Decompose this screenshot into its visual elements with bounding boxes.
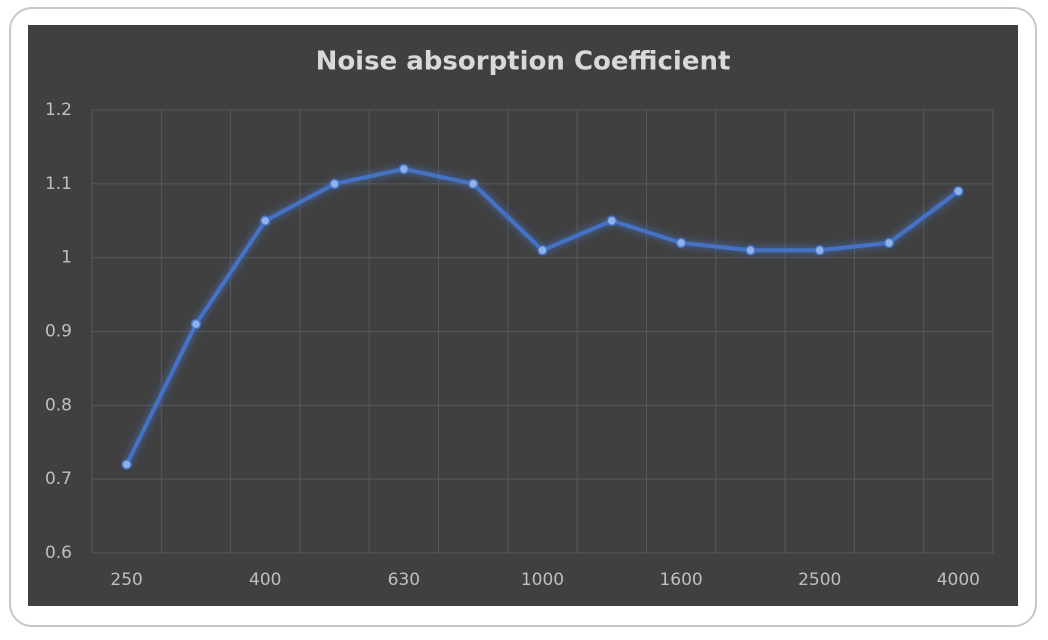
data-point bbox=[121, 459, 132, 470]
data-point bbox=[745, 245, 756, 256]
data-point bbox=[606, 215, 618, 226]
y-tick-label: 0.7 bbox=[45, 469, 72, 489]
x-tick-label: 2500 bbox=[798, 570, 841, 590]
data-point bbox=[260, 215, 271, 226]
y-tick-label: 1 bbox=[61, 248, 72, 268]
x-tick-label: 400 bbox=[249, 570, 281, 590]
chart-area bbox=[28, 25, 1018, 606]
x-tick-label: 4000 bbox=[937, 570, 980, 590]
y-tick-label: 0.8 bbox=[45, 395, 72, 415]
chart-title: Noise absorption Coefficient bbox=[316, 47, 731, 77]
x-tick-label: 1600 bbox=[659, 570, 702, 590]
x-tick-label: 1000 bbox=[521, 570, 564, 590]
data-point bbox=[883, 237, 895, 249]
y-tick-label: 1.2 bbox=[45, 100, 72, 120]
plot bbox=[121, 163, 964, 470]
x-tick-label: 630 bbox=[388, 570, 420, 590]
data-point bbox=[675, 237, 687, 249]
y-tick-label: 1.1 bbox=[45, 174, 72, 194]
x-tick-label: 250 bbox=[110, 570, 142, 590]
y-tick-label: 0.9 bbox=[45, 322, 72, 342]
data-point bbox=[398, 163, 410, 175]
grid bbox=[91, 109, 994, 554]
data-point bbox=[953, 185, 964, 197]
data-point bbox=[329, 178, 340, 190]
data-point bbox=[814, 245, 825, 256]
data-point bbox=[190, 318, 202, 330]
y-tick-label: 0.6 bbox=[45, 543, 72, 563]
data-point bbox=[467, 178, 479, 190]
data-point bbox=[537, 245, 548, 256]
